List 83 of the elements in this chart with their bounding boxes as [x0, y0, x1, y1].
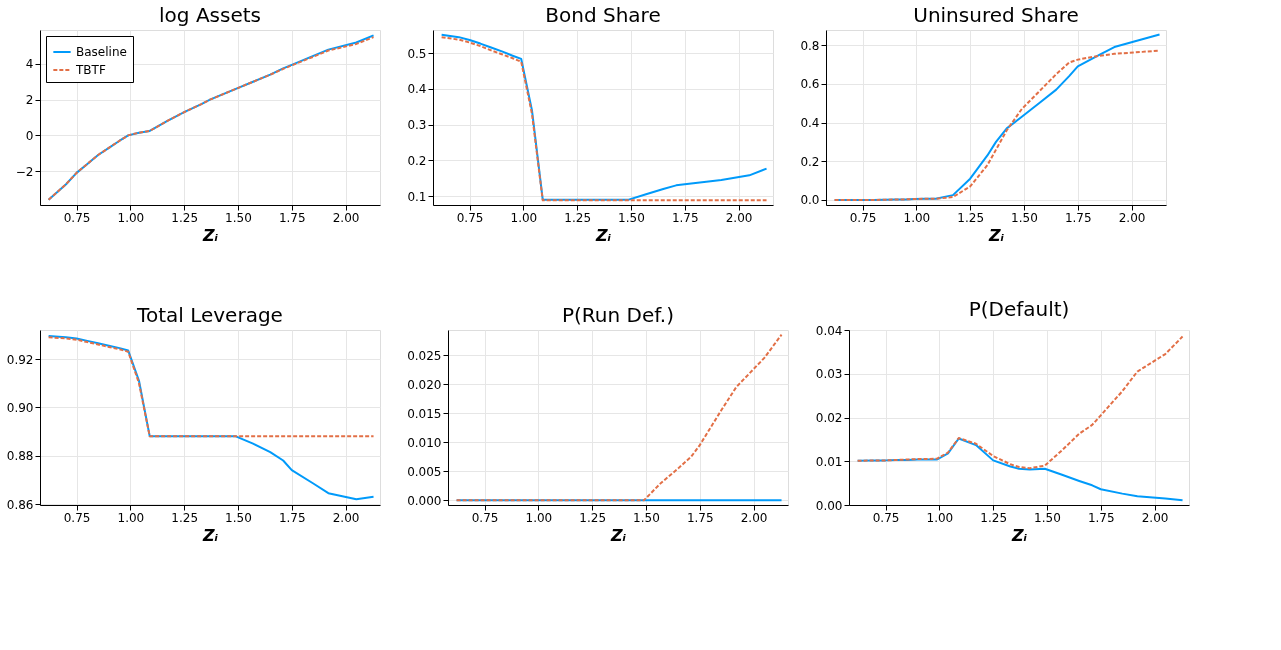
y-tick-label: 0.0	[800, 193, 820, 208]
y-tick-label: 0.00	[815, 498, 843, 513]
x-axis-title: Zᵢ	[1010, 525, 1028, 545]
x-axis-title: Zᵢ	[201, 525, 219, 545]
x-tick-label: 1.75	[1064, 210, 1092, 225]
y-tick-label: 0.01	[815, 454, 843, 469]
x-tick-label: 0.75	[849, 210, 877, 225]
y-tick-label: 0.000	[407, 493, 442, 508]
y-tick-label: 0.8	[800, 38, 820, 53]
x-tick-label: 2.00	[332, 210, 360, 225]
x-tick-label: 0.75	[63, 510, 91, 525]
line-series	[47, 335, 375, 501]
line-series	[455, 333, 783, 502]
y-tick-label: 0.5	[407, 46, 427, 61]
legend-label: TBTF	[75, 63, 106, 77]
x-axis-title: Zᵢ	[609, 525, 627, 545]
x-tick-label: 1.25	[980, 510, 1008, 525]
y-tick-label: 0.4	[800, 116, 820, 131]
x-tick-label: 1.50	[1011, 210, 1038, 225]
x-tick-label: 0.75	[872, 510, 900, 525]
x-tick-label: 1.00	[525, 510, 553, 525]
chart-title: P(Default)	[968, 297, 1070, 321]
chart-title: Uninsured Share	[913, 3, 1079, 27]
chart-title: Total Leverage	[136, 303, 283, 327]
y-tick-label: 0	[25, 128, 34, 143]
y-tick-label: 0.04	[815, 323, 843, 338]
y-tick-label: 0.86	[6, 497, 34, 512]
y-tick-label: 0.88	[6, 449, 34, 464]
x-axis-title: Zᵢ	[201, 225, 219, 245]
x-tick-label: 1.25	[957, 210, 985, 225]
x-tick-label: 1.50	[633, 510, 660, 525]
y-tick-label: 0.03	[815, 367, 843, 382]
chart-title: P(Run Def.)	[561, 303, 675, 327]
x-tick-label: 1.25	[171, 210, 199, 225]
x-axis-title: Zᵢ	[594, 225, 612, 245]
x-tick-label: 0.75	[471, 510, 499, 525]
y-tick-label: 2	[25, 93, 34, 108]
y-tick-label: 0.010	[407, 435, 442, 450]
x-tick-label: 1.75	[1087, 510, 1115, 525]
x-tick-label: 1.00	[926, 510, 954, 525]
x-tick-label: 2.00	[740, 510, 768, 525]
y-tick-label: 0.2	[800, 154, 820, 169]
x-tick-label: 0.75	[63, 210, 91, 225]
x-tick-label: 1.00	[510, 210, 538, 225]
x-tick-label: 1.25	[171, 510, 199, 525]
x-tick-label: 1.50	[1034, 510, 1061, 525]
y-tick-label: 0.015	[407, 406, 442, 421]
x-tick-label: 2.00	[1118, 210, 1146, 225]
x-tick-label: 2.00	[1141, 510, 1169, 525]
x-tick-label: 1.00	[117, 210, 145, 225]
y-tick-label: 0.6	[800, 77, 820, 92]
y-tick-label: 0.020	[407, 377, 442, 392]
chart-title: Bond Share	[545, 3, 661, 27]
x-tick-label: 1.50	[618, 210, 645, 225]
x-tick-label: 1.50	[225, 210, 252, 225]
x-tick-label: 1.75	[686, 510, 714, 525]
y-tick-label: 4	[25, 57, 34, 72]
x-tick-label: 1.25	[564, 210, 592, 225]
y-tick-label: 0.1	[407, 189, 427, 204]
y-tick-label: 0.005	[407, 464, 442, 479]
y-tick-label: 0.4	[407, 82, 427, 97]
x-tick-label: 1.00	[117, 510, 145, 525]
x-tick-label: 2.00	[332, 510, 360, 525]
x-axis-title: Zᵢ	[987, 225, 1005, 245]
legend-label: Baseline	[76, 45, 127, 59]
x-tick-label: 1.00	[903, 210, 931, 225]
y-tick-label: −2	[15, 164, 34, 179]
chart-title: log Assets	[159, 3, 261, 27]
x-tick-label: 1.25	[579, 510, 607, 525]
x-tick-label: 0.75	[456, 210, 484, 225]
line-series	[856, 335, 1184, 470]
y-tick-label: 0.2	[407, 153, 427, 168]
x-tick-label: 1.50	[225, 510, 252, 525]
x-tick-label: 2.00	[725, 210, 753, 225]
y-tick-label: 0.92	[6, 352, 34, 367]
y-tick-label: 0.3	[407, 118, 427, 133]
line-series	[47, 336, 375, 438]
y-tick-label: 0.90	[6, 400, 34, 415]
y-tick-label: 0.02	[815, 411, 843, 425]
x-tick-label: 1.75	[671, 210, 699, 225]
y-tick-label: 0.025	[407, 348, 442, 363]
x-tick-label: 1.75	[278, 510, 306, 525]
x-tick-label: 1.75	[278, 210, 306, 225]
